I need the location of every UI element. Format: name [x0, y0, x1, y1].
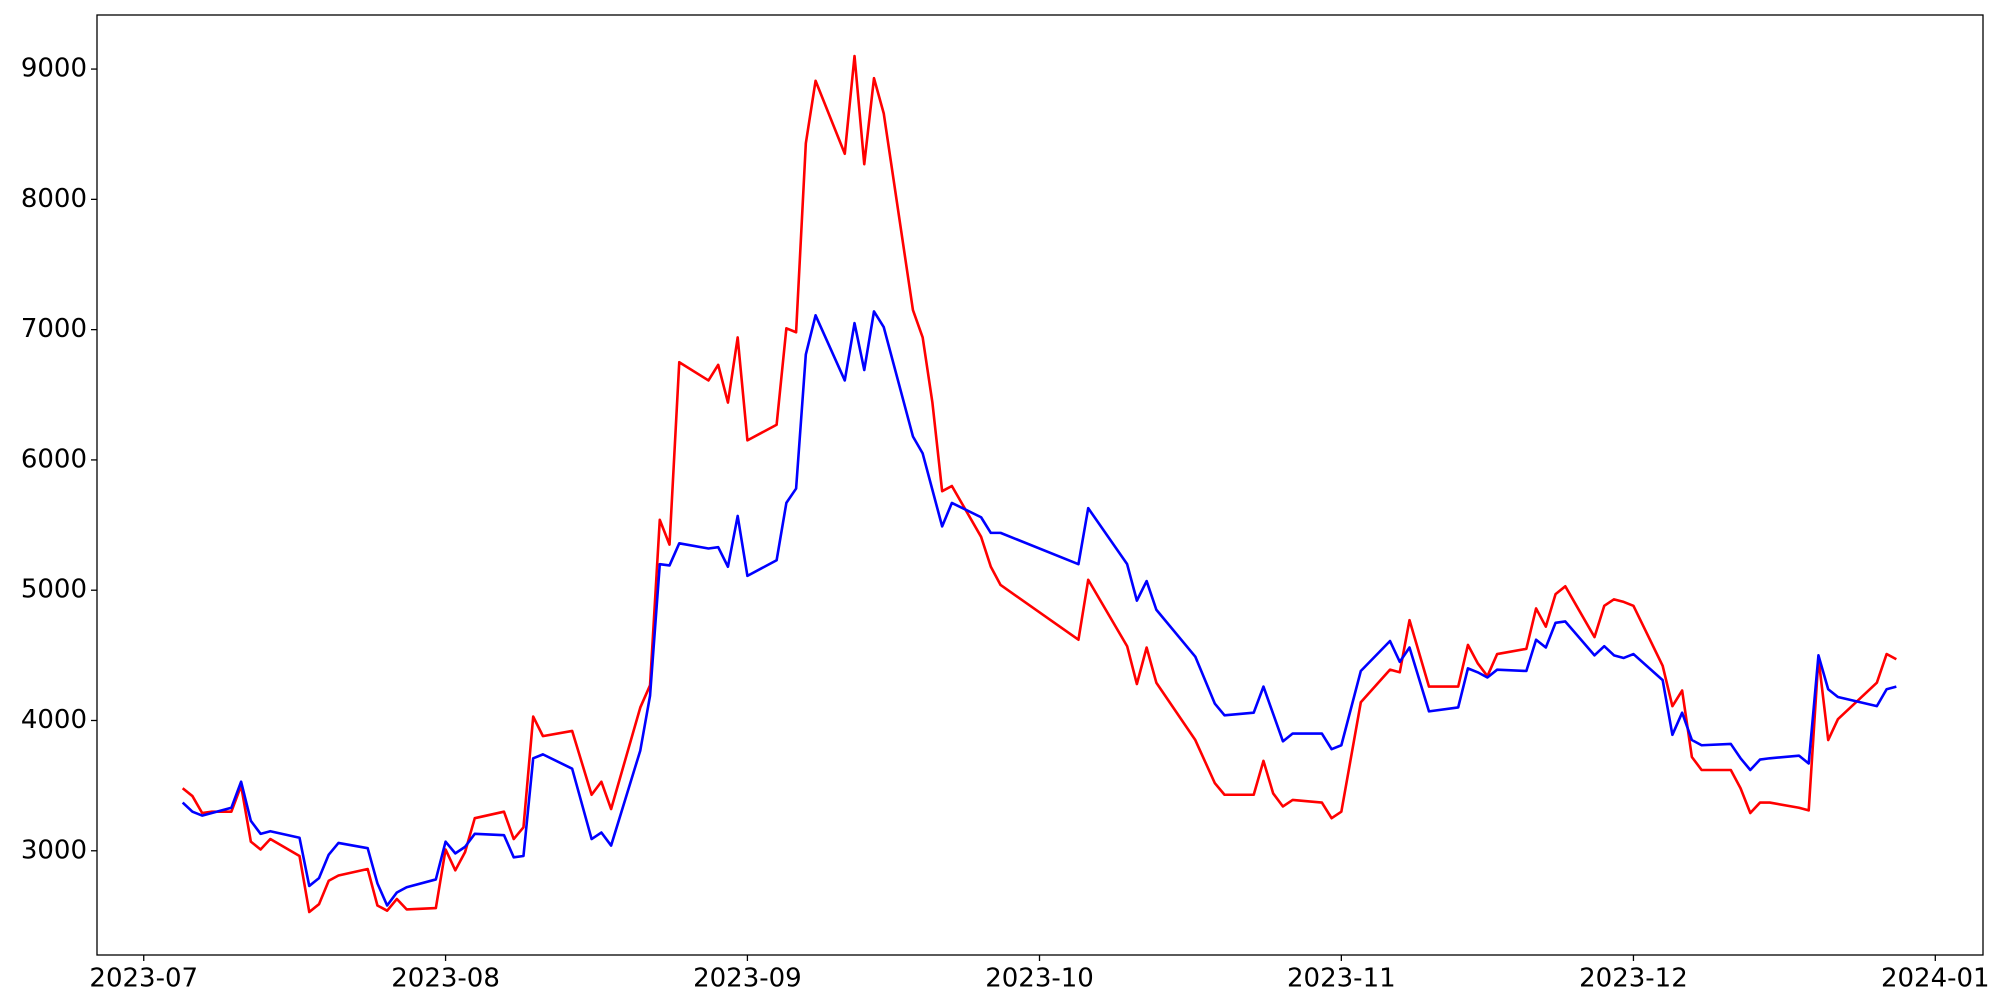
y-tick-label: 5000: [21, 575, 87, 605]
y-tick-label: 6000: [21, 444, 87, 474]
x-tick-label: 2023-10: [985, 964, 1094, 994]
y-tick-label: 8000: [21, 184, 87, 214]
data-line: [181, 310, 1897, 907]
x-tick-label: 2023-08: [391, 964, 500, 994]
data-line: [181, 54, 1897, 914]
x-tick-label: 2023-09: [693, 964, 802, 994]
y-tick-label: 4000: [21, 705, 87, 735]
x-tick-label: 2024-01: [1881, 964, 1990, 994]
plot-frame: [96, 14, 1984, 956]
x-tick-label: 2023-11: [1287, 964, 1396, 994]
x-tick-label: 2023-07: [89, 964, 198, 994]
y-tick-label: 7000: [21, 314, 87, 344]
x-tick-label: 2023-12: [1579, 964, 1688, 994]
y-tick-label: 3000: [21, 835, 87, 865]
y-tick-label: 9000: [21, 54, 87, 84]
